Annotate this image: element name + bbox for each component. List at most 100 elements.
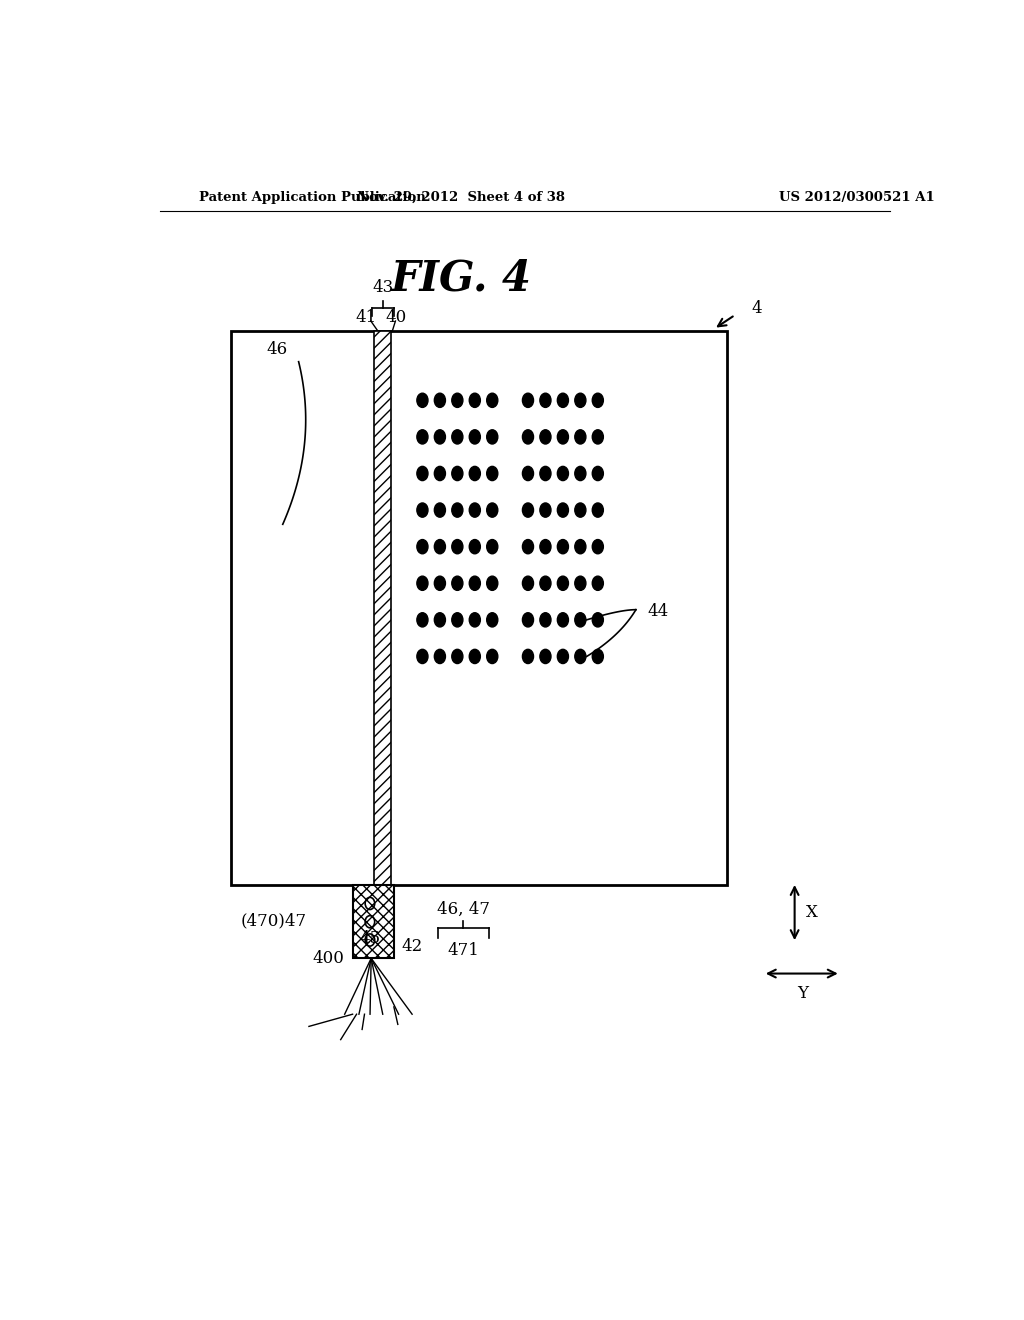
Circle shape [469,430,480,444]
Text: 46: 46 [266,341,288,358]
Text: Y: Y [797,986,808,1002]
Circle shape [557,576,568,590]
Circle shape [417,430,428,444]
Circle shape [522,466,534,480]
Circle shape [522,649,534,664]
Circle shape [522,540,534,554]
Text: 4: 4 [752,301,762,317]
Text: X: X [806,904,818,921]
Circle shape [469,612,480,627]
Circle shape [486,393,498,408]
Circle shape [557,503,568,517]
Circle shape [522,393,534,408]
Text: 400: 400 [312,950,344,966]
Circle shape [540,466,551,480]
Circle shape [522,576,534,590]
Bar [352,886,394,958]
Bar [374,331,391,886]
Circle shape [540,393,551,408]
Circle shape [469,466,480,480]
Circle shape [540,503,551,517]
Circle shape [557,466,568,480]
Circle shape [540,612,551,627]
Circle shape [434,503,445,517]
Circle shape [574,649,586,664]
Circle shape [486,649,498,664]
Circle shape [417,466,428,480]
Circle shape [452,430,463,444]
Circle shape [574,576,586,590]
Circle shape [469,393,480,408]
Circle shape [452,612,463,627]
Circle shape [486,466,498,480]
Circle shape [574,393,586,408]
Circle shape [434,540,445,554]
Circle shape [522,503,534,517]
Circle shape [486,576,498,590]
Text: US 2012/0300521 A1: US 2012/0300521 A1 [778,190,935,203]
Circle shape [469,649,480,664]
Circle shape [574,466,586,480]
Circle shape [486,612,498,627]
Circle shape [522,430,534,444]
Circle shape [469,540,480,554]
Circle shape [540,540,551,554]
Text: 45: 45 [359,931,381,948]
Circle shape [592,649,603,664]
Circle shape [592,612,603,627]
Text: 40: 40 [386,309,407,326]
Text: 46, 47: 46, 47 [437,900,489,917]
Circle shape [592,540,603,554]
Circle shape [452,393,463,408]
Circle shape [592,466,603,480]
Circle shape [417,612,428,627]
Circle shape [574,503,586,517]
Circle shape [469,576,480,590]
Text: 44: 44 [648,603,669,620]
Circle shape [592,576,603,590]
Circle shape [592,393,603,408]
Circle shape [557,540,568,554]
Circle shape [452,576,463,590]
Circle shape [574,430,586,444]
Text: 43: 43 [373,279,394,296]
Circle shape [434,612,445,627]
Bar [231,331,727,886]
Circle shape [557,430,568,444]
Circle shape [592,430,603,444]
Text: Nov. 29, 2012  Sheet 4 of 38: Nov. 29, 2012 Sheet 4 of 38 [357,190,565,203]
Circle shape [486,540,498,554]
Circle shape [522,612,534,627]
Circle shape [557,649,568,664]
Circle shape [417,649,428,664]
Circle shape [574,540,586,554]
Circle shape [434,430,445,444]
Text: 42: 42 [401,937,423,954]
Text: 471: 471 [447,941,479,958]
Circle shape [417,503,428,517]
Circle shape [486,430,498,444]
Circle shape [434,576,445,590]
Circle shape [417,576,428,590]
Circle shape [540,576,551,590]
Circle shape [469,503,480,517]
Text: FIG. 4: FIG. 4 [391,257,531,300]
Circle shape [574,612,586,627]
Text: 41: 41 [355,309,377,326]
Circle shape [417,540,428,554]
Circle shape [452,466,463,480]
Circle shape [434,393,445,408]
Circle shape [557,612,568,627]
Circle shape [434,649,445,664]
Circle shape [434,466,445,480]
Circle shape [452,540,463,554]
Circle shape [557,393,568,408]
Circle shape [417,393,428,408]
Circle shape [486,503,498,517]
Circle shape [592,503,603,517]
Text: (470)47: (470)47 [241,912,306,929]
Circle shape [540,430,551,444]
Text: Patent Application Publication: Patent Application Publication [200,190,426,203]
Circle shape [540,649,551,664]
Circle shape [452,649,463,664]
